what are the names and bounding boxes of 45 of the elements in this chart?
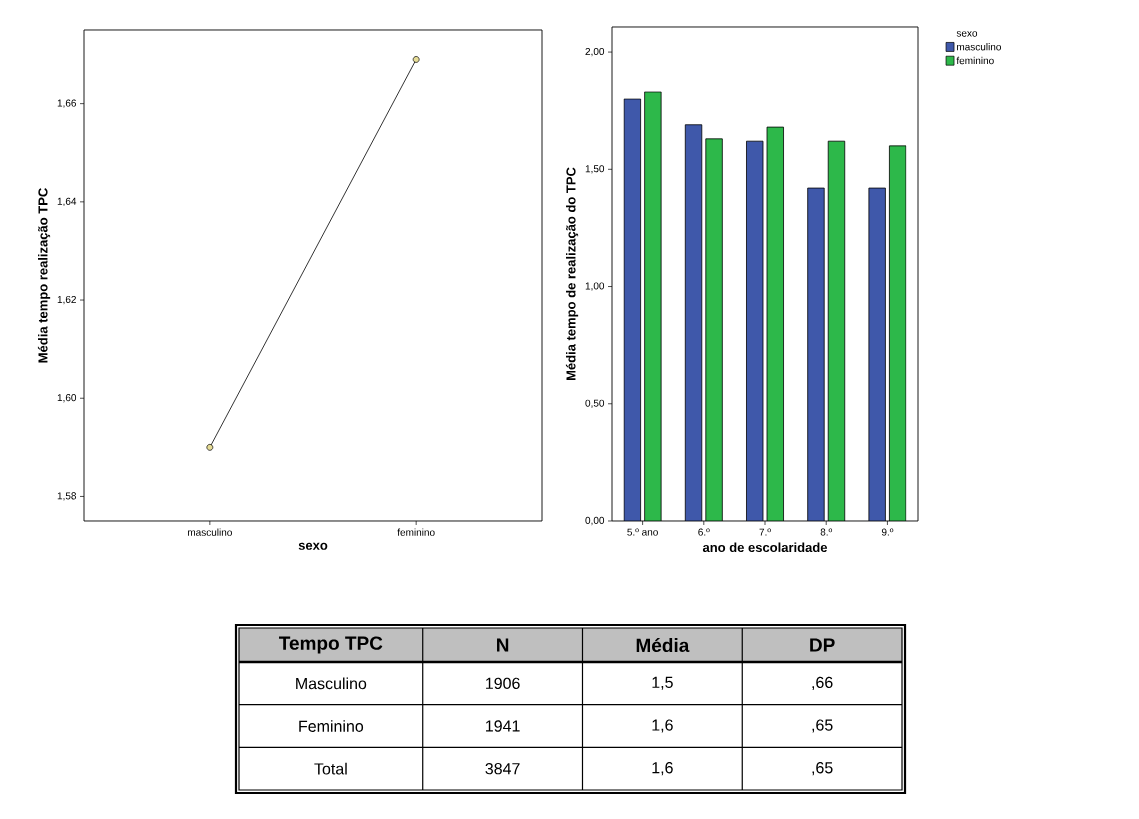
text: 1906 bbox=[486, 677, 520, 690]
x-tick-label: 6.º bbox=[698, 528, 710, 536]
x-tick-label: 5.º ano bbox=[627, 528, 658, 536]
bar bbox=[705, 138, 723, 521]
x-tick-label: 8.º bbox=[820, 528, 833, 536]
text: ,65 bbox=[812, 719, 833, 733]
x-tick-label: 9.º bbox=[881, 528, 894, 536]
text: ,65 bbox=[812, 762, 833, 776]
x-tick-label: feminino bbox=[397, 528, 435, 536]
legend-label: masculino bbox=[957, 43, 1001, 51]
y-tick-label: 1,64 bbox=[57, 197, 77, 206]
y-tick-label: 0,00 bbox=[585, 516, 605, 526]
text: 1,5 bbox=[652, 676, 673, 690]
category-label: DP bbox=[810, 638, 835, 652]
bar bbox=[889, 145, 907, 521]
y-tick-label: 0,50 bbox=[585, 399, 605, 408]
legend-label: feminino bbox=[956, 56, 994, 65]
text: Total bbox=[314, 762, 347, 775]
y-axis-title: Média tempo de realização do TPC bbox=[565, 167, 579, 381]
category-label: Tempo TPC bbox=[279, 636, 383, 654]
y-tick-label: 1,60 bbox=[57, 394, 77, 403]
category-label: Média bbox=[636, 637, 690, 653]
text: 1941 bbox=[486, 720, 520, 732]
x-axis-title: ano de escolaridade bbox=[702, 542, 828, 553]
y-tick-label: 1,50 bbox=[585, 165, 605, 174]
y-axis-title: Média tempo realização TPC bbox=[37, 188, 51, 363]
y-tick-label: 1,62 bbox=[57, 295, 76, 305]
bar bbox=[644, 91, 662, 521]
x-axis-title: sexo bbox=[298, 542, 328, 550]
text: ,66 bbox=[812, 676, 833, 690]
x-tick-label: 7.º bbox=[759, 528, 771, 536]
text: Masculino bbox=[296, 677, 367, 690]
y-tick-label: 1,58 bbox=[57, 492, 77, 501]
text: 1,6 bbox=[652, 719, 673, 733]
text: 3847 bbox=[485, 763, 520, 775]
bar bbox=[827, 140, 846, 521]
text: 1,6 bbox=[652, 762, 673, 776]
y-tick-label: 1,00 bbox=[585, 282, 605, 291]
category-label: N bbox=[497, 638, 509, 652]
text: Feminino bbox=[299, 720, 364, 732]
y-tick-label: 1,66 bbox=[57, 99, 77, 108]
bar bbox=[766, 126, 784, 521]
y-tick-label: 2,00 bbox=[585, 47, 605, 57]
legend-title: sexo bbox=[956, 31, 978, 37]
x-tick-label: masculino bbox=[188, 528, 232, 536]
